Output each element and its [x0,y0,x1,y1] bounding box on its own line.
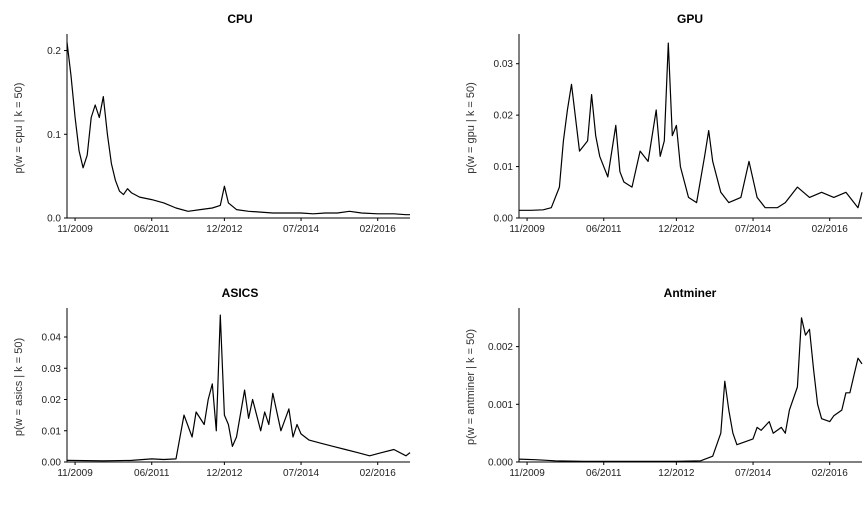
chart-title: Antminer [664,286,717,300]
x-tick-label: 06/2011 [586,468,622,479]
x-tick-label: 02/2016 [360,468,397,479]
chart-panel-cpu: CPU p(w = cpu | k = 50) 0.0 0.1 0.2 11/2009 06… [13,12,410,235]
x-tick-label: 12/2012 [206,224,243,235]
series-line-gpu [519,42,863,211]
x-tick-label: 12/2012 [658,468,695,479]
y-tick-label: 0.02 [42,395,62,406]
x-tick-label: 11/2009 [509,468,545,479]
x-tick-label: 02/2016 [812,468,849,479]
x-tick-label: 11/2009 [509,224,545,235]
chart-panel-gpu: GPU p(w = gpu | k = 50) 0.00 0.01 0.02 0.03 11… [465,12,863,235]
y-tick-label: 0.000 [488,458,513,469]
y-tick-label: 0.03 [494,59,514,70]
y-tick-label: 0.1 [47,130,61,141]
x-tick-label: 07/2014 [283,468,320,479]
y-tick-label: 0.02 [494,111,514,122]
chart-panel-asics: ASICS p(w = asics | k = 50) 0.00 0.01 0.02 0.… [13,286,411,479]
chart-title: ASICS [222,286,259,300]
y-axis-label: p(w = cpu | k = 50) [13,83,25,174]
chart-title: CPU [227,12,252,26]
x-tick-label: 06/2011 [134,468,170,479]
y-axis-label: p(w = asics | k = 50) [13,338,25,436]
y-tick-label: 0.2 [47,46,61,57]
series-line-asics [66,314,411,462]
y-axis-label: p(w = antminer | k = 50) [465,329,477,445]
x-tick-label: 11/2009 [57,468,93,479]
x-tick-label: 12/2012 [658,224,695,235]
y-tick-label: 0.00 [494,214,514,225]
y-tick-label: 0.002 [488,342,513,353]
y-axis-label: p(w = gpu | k = 50) [465,82,477,174]
x-tick-label: 07/2014 [283,224,320,235]
y-tick-label: 0.0 [47,214,61,225]
x-tick-label: 07/2014 [735,224,772,235]
y-tick-label: 0.00 [42,458,62,469]
series-line-cpu [66,42,410,216]
chart-title: GPU [677,12,703,26]
chart-panel-antminer: Antminer p(w = antminer | k = 50) 0.000 0.0… [465,286,863,479]
x-tick-label: 02/2016 [360,224,397,235]
y-tick-label: 0.001 [488,400,513,411]
y-tick-label: 0.03 [42,364,62,375]
y-tick-label: 0.01 [42,426,62,437]
x-tick-label: 07/2014 [735,468,772,479]
y-tick-label: 0.01 [494,162,514,173]
x-tick-label: 11/2009 [57,224,93,235]
x-tick-label: 12/2012 [206,468,243,479]
y-tick-label: 0.04 [42,333,62,344]
x-tick-label: 06/2011 [134,224,170,235]
x-tick-label: 06/2011 [586,224,622,235]
series-line-antminer [518,317,863,462]
x-tick-label: 02/2016 [812,224,849,235]
